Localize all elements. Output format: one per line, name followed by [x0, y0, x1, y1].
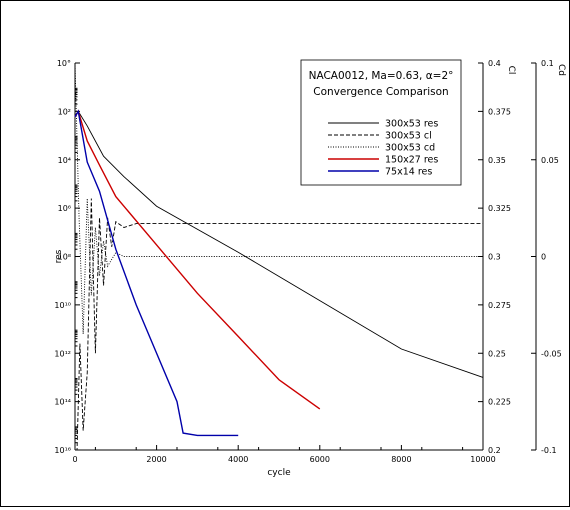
y-res-tick-label: 10¹² [54, 349, 71, 358]
legend-label-0: 300x53 res [385, 119, 438, 130]
axes-group: 0 2000 4000 6000 8000 10000 cycle 10° 10² 10⁴ 10⁶ 1… [54, 59, 566, 478]
x-tick-label: 0 [72, 455, 77, 464]
y-cd-tick-label: 0.05 [541, 156, 559, 165]
legend-label-1: 300x53 cl [385, 131, 432, 142]
series-line-3 [74, 109, 321, 410]
legend-box: NACA0012, Ma=0.63, α=2° Convergence Comp… [300, 59, 462, 186]
legend-label-3: 150x27 res [385, 155, 438, 166]
y-res-tick-label: 10¹⁴ [54, 398, 71, 407]
y-cl-tick-label: 0.2 [488, 446, 501, 455]
y-res-tick-label: 10⁴ [58, 156, 71, 165]
series-line-2 [74, 62, 483, 334]
y-cl-tick-label: 0.3 [488, 253, 501, 262]
series-line-4 [74, 109, 239, 437]
y-cd-tick-label: 0.1 [541, 59, 554, 68]
y-cl-tick-label: 0.4 [488, 59, 501, 68]
legend-label-2: 300x53 cd [385, 143, 435, 154]
x-tick-label: 2000 [146, 455, 166, 464]
x-tick-label: 6000 [310, 455, 330, 464]
x-tick-label: 8000 [391, 455, 411, 464]
plot-area [74, 62, 484, 451]
y-axis-label-cd: Cd [556, 64, 566, 76]
x-tick-label: 10000 [470, 455, 495, 464]
y-res-tick-label: 10⁸ [58, 253, 71, 262]
y-res-tick-label: 10¹⁶ [54, 446, 71, 455]
x-tick-label: 4000 [228, 455, 248, 464]
y-cl-tick-label: 0.375 [488, 107, 511, 116]
series-line-1 [75, 198, 483, 451]
y-res-tick-label: 10² [58, 107, 71, 116]
y-res-tick-label: 10⁶ [58, 204, 71, 213]
y-cd-tick-label: -0.1 [541, 446, 557, 455]
y-res-tick-label: 10° [57, 59, 71, 68]
series-line-0 [74, 110, 484, 378]
chart-title-line-2: Convergence Comparison [313, 86, 448, 98]
y-cd-tick-label: 0 [541, 253, 546, 262]
y-cd-tick-label: -0.05 [541, 349, 562, 358]
chart-title-line-1: NACA0012, Ma=0.63, α=2° [309, 70, 454, 82]
y-cl-tick-label: 0.25 [488, 349, 506, 358]
y-cl-tick-label: 0.325 [488, 204, 511, 213]
y-cl-tick-label: 0.35 [488, 156, 506, 165]
y-axis-label-cl: Cl [506, 66, 516, 75]
y-res-tick-label: 10¹⁰ [54, 301, 71, 310]
y-cl-tick-label: 0.275 [488, 301, 511, 310]
legend-label-4: 75x14 res [385, 167, 432, 178]
y-cl-tick-label: 0.225 [488, 398, 511, 407]
y-axis-label-res: res [54, 249, 64, 263]
x-axis-label: cycle [267, 468, 291, 478]
